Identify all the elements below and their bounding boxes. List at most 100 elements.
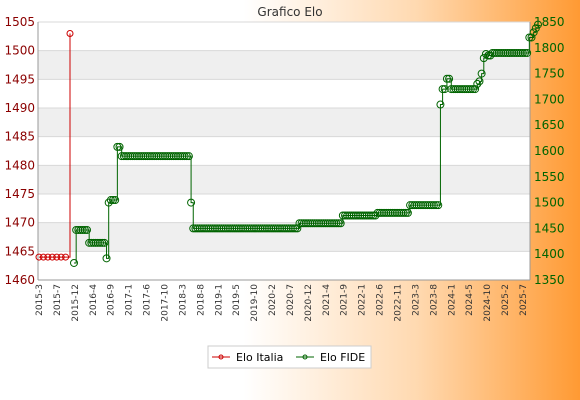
x-tick-label: 2025-2	[501, 284, 511, 316]
legend-label-elo-italia: Elo Italia	[236, 351, 283, 364]
grid-lines	[37, 21, 531, 281]
data-point	[477, 69, 486, 78]
x-tick-label: 2025-7	[519, 284, 529, 316]
x-tick-label: 2024-1	[447, 284, 457, 316]
data-point	[83, 225, 92, 234]
x-tick-label: 2018-8	[196, 284, 206, 316]
x-tick-label: 2015-12	[71, 284, 81, 322]
right-tick-label: 1650	[534, 118, 565, 132]
x-tick-label: 2020-12	[304, 284, 314, 322]
x-tick-label: 2023-8	[429, 284, 439, 316]
data-point	[429, 201, 438, 210]
x-tick-label: 2022-6	[376, 284, 386, 316]
data-point	[182, 152, 191, 161]
x-tick-label: 2022-11	[394, 284, 404, 322]
x-axis-ticks: 2015-3 2015-7 2015-12 2016-4 2016-9 2017-1 201…	[35, 284, 529, 322]
x-tick-label: 2020-7	[286, 284, 296, 316]
right-tick-label: 1800	[534, 41, 565, 55]
data-point	[471, 85, 480, 94]
left-tick-label: 1465	[4, 244, 35, 258]
data-point	[96, 238, 105, 247]
x-tick-label: 2020-2	[268, 284, 278, 316]
data-point	[332, 219, 341, 228]
data-point	[35, 253, 43, 261]
x-tick-label: 2015-3	[35, 284, 45, 316]
data-point	[70, 258, 78, 267]
legend-marker-elo-fide	[302, 354, 308, 360]
x-tick-label: 2019-1	[214, 284, 224, 316]
right-tick-label: 1450	[534, 221, 565, 235]
x-tick-label: 2017-1	[125, 284, 135, 316]
left-tick-label: 1505	[4, 15, 35, 29]
data-point	[527, 33, 536, 42]
data-point	[57, 253, 65, 261]
data-point	[534, 20, 542, 29]
right-tick-label: 1400	[534, 247, 565, 261]
data-point	[39, 253, 47, 261]
data-point	[336, 219, 345, 228]
data-point	[80, 225, 89, 234]
chart-title: Grafico Elo	[257, 5, 322, 19]
x-tick-label: 2015-7	[53, 284, 63, 316]
x-tick-label: 2017-6	[143, 284, 153, 316]
legend-label-elo-fide: Elo FIDE	[320, 351, 365, 364]
data-point	[403, 208, 412, 217]
data-point	[48, 253, 56, 261]
data-point	[473, 79, 482, 88]
x-tick-label: 2024-5	[465, 284, 475, 316]
data-point	[113, 142, 122, 151]
grid-band	[38, 165, 530, 194]
grid-band	[38, 108, 530, 137]
x-tick-label: 2021-4	[322, 284, 332, 316]
data-point	[291, 224, 300, 233]
grid-band	[38, 222, 530, 252]
x-tick-label: 2016-4	[89, 284, 99, 316]
data-point	[432, 201, 441, 210]
data-point	[109, 196, 118, 205]
data-point	[187, 198, 196, 207]
x-tick-label: 2017-10	[160, 284, 170, 322]
data-point	[44, 253, 52, 261]
data-point	[475, 77, 484, 86]
left-tick-label: 1480	[4, 158, 35, 172]
data-point	[518, 48, 527, 57]
data-point	[520, 48, 529, 57]
data-point	[293, 224, 302, 233]
legend-box	[207, 345, 372, 369]
data-point	[106, 196, 115, 205]
data-point	[445, 74, 454, 83]
data-point	[334, 219, 343, 228]
right-tick-label: 1600	[534, 144, 565, 158]
left-tick-label: 1475	[4, 187, 35, 201]
legend: Elo Italia Elo FIDE	[207, 345, 372, 369]
left-tick-label: 1485	[4, 130, 35, 144]
data-point	[525, 33, 534, 42]
data-point	[434, 201, 443, 210]
x-tick-label: 2022-1	[358, 284, 368, 316]
data-point	[62, 253, 70, 261]
x-tick-label: 2019-5	[232, 284, 242, 316]
right-axis-ticks: 1350 1400 1450 1500 1550 1600 1650 1700 1750 1800…	[534, 15, 565, 287]
grid-band	[38, 50, 530, 80]
left-tick-label: 1470	[4, 216, 35, 230]
x-tick-label: 2024-10	[483, 284, 493, 322]
x-tick-label: 2023-3	[411, 284, 421, 316]
left-tick-label: 1495	[4, 72, 35, 86]
data-point	[180, 152, 189, 161]
x-tick-label: 2019-10	[250, 284, 260, 322]
data-point	[115, 142, 124, 151]
right-tick-label: 1550	[534, 170, 565, 184]
right-tick-label: 1500	[534, 196, 565, 210]
series-elo-italia	[35, 29, 74, 261]
data-point	[184, 152, 193, 161]
data-point	[523, 48, 532, 57]
data-point	[438, 85, 447, 94]
data-point	[102, 254, 111, 263]
left-tick-label: 1500	[4, 44, 35, 58]
data-point	[529, 28, 538, 37]
left-tick-label: 1490	[4, 101, 35, 115]
data-point	[399, 208, 408, 217]
data-point	[442, 74, 451, 83]
